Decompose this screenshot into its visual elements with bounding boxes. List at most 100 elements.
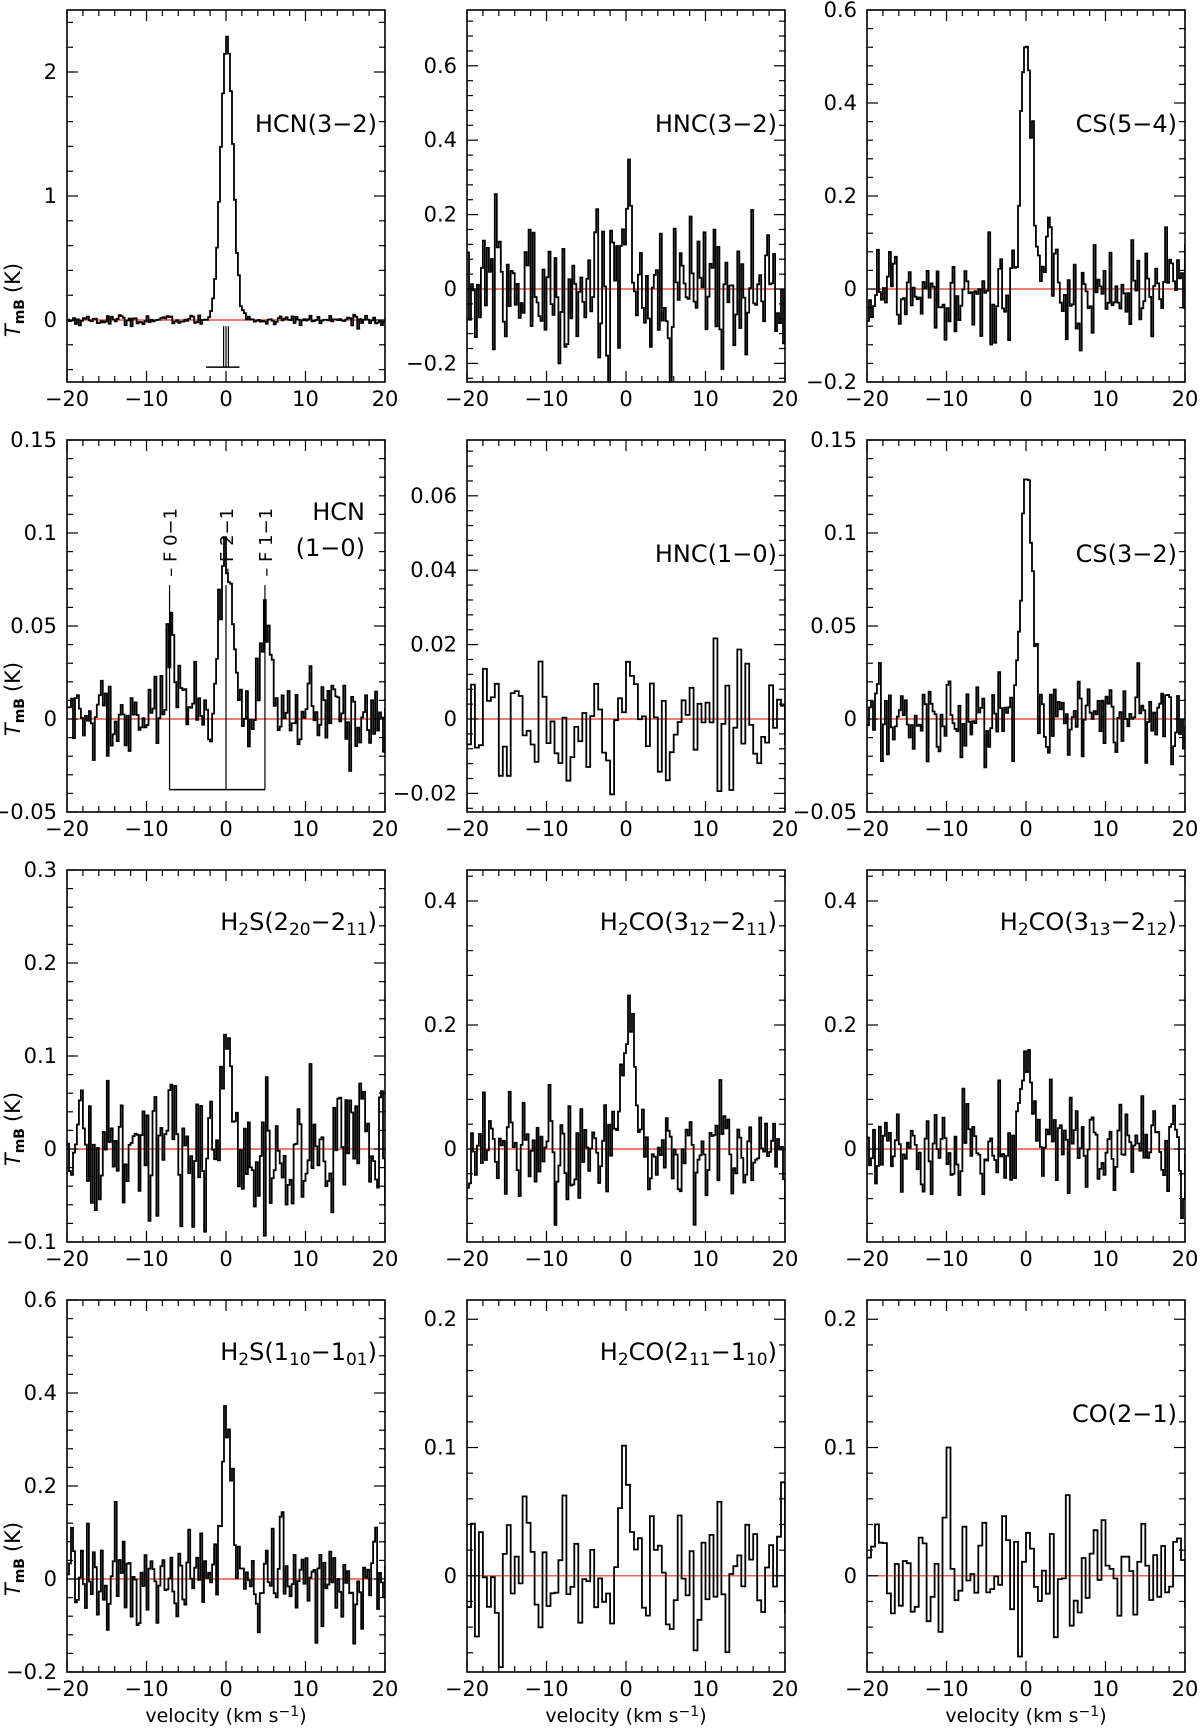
x-tick-label: 10	[692, 1247, 719, 1271]
line-label: H2CO(312−211)	[600, 908, 777, 940]
x-tick-label: 10	[292, 1677, 319, 1701]
y-tick-label: 0	[844, 1564, 857, 1588]
y-axis-label: TmB(K)	[1, 1522, 28, 1596]
y-tick-label: 0	[44, 707, 57, 731]
x-axis-label: velocity (km s−1)	[145, 1704, 306, 1727]
y-tick-label: 0	[44, 1567, 57, 1591]
y-tick-label: 0.2	[424, 203, 457, 227]
y-tick-label: 0	[844, 707, 857, 731]
y-tick-label: −0.1	[6, 1230, 57, 1254]
x-tick-label: 0	[219, 817, 232, 841]
y-tick-label: 0.4	[824, 889, 857, 913]
x-tick-label: −10	[124, 1677, 168, 1701]
y-tick-label: 0	[44, 308, 57, 332]
x-tick-label: −20	[845, 1677, 889, 1701]
x-tick-label: 0	[1019, 817, 1032, 841]
x-axis-label: velocity (km s−1)	[545, 1704, 706, 1727]
y-tick-label: 0.06	[410, 484, 457, 508]
spectrum-line	[867, 1446, 1185, 1658]
y-tick-label: 0.6	[24, 1288, 57, 1312]
x-tick-label: 0	[619, 817, 632, 841]
y-tick-label: 0	[844, 1137, 857, 1161]
spectrum-panel: −20 −10 0 10 20 −0.2 0 0.2 0.4 0.6 HNC(3−2)	[406, 9, 799, 411]
x-tick-label: 10	[1092, 1247, 1119, 1271]
spectrum-line	[67, 536, 385, 772]
x-tick-label: 10	[292, 1247, 319, 1271]
spectrum-panel: – F 0−1 – F 2−1 – F 1−1 −20 −10 0 10 20 −0.05 0 0.…	[0, 428, 398, 841]
x-tick-label: −20	[45, 817, 89, 841]
hyperfine-label: – F 1−1	[256, 508, 277, 577]
x-tick-label: 20	[372, 1677, 399, 1701]
x-tick-label: 0	[1019, 1677, 1032, 1701]
spectrum-line	[467, 994, 785, 1226]
x-tick-label: 20	[1172, 817, 1199, 841]
y-tick-label: 0.1	[24, 521, 57, 545]
spectrum-panel: −20 −10 0 10 20 −0.05 0 0.05 0.1 0.15 CS(3−2)	[793, 428, 1199, 841]
y-axis-label: TmB(K)	[1, 263, 28, 337]
x-tick-label: −20	[845, 387, 889, 411]
x-tick-label: −10	[924, 1247, 968, 1271]
spectrum-panel: −20 −10 0 10 20 −0.1 0 0.1 0.2 0.3 H2S(220−211) TmB…	[1, 858, 398, 1271]
x-tick-label: 10	[692, 817, 719, 841]
spectrum-line	[467, 1444, 785, 1668]
x-tick-label: 10	[692, 1677, 719, 1701]
hyperfine-label: – F 0−1	[161, 508, 182, 577]
y-tick-label: 2	[44, 60, 57, 84]
line-label: H2S(110−101)	[220, 1338, 377, 1370]
x-tick-label: 0	[1019, 387, 1032, 411]
x-tick-label: −20	[445, 1677, 489, 1701]
spectrum-line	[67, 1033, 385, 1237]
x-tick-label: −10	[524, 1677, 568, 1701]
x-tick-label: −20	[845, 1247, 889, 1271]
line-label: H2CO(313−212)	[1000, 908, 1177, 940]
y-tick-label: 0.4	[824, 91, 857, 115]
x-tick-label: 0	[219, 387, 232, 411]
spectrum-line	[467, 158, 785, 382]
spectrum-panel: −20 −10 0 10 20 −0.2 0 0.2 0.4 0.6 H2S(110−101) TmB…	[1, 1288, 398, 1727]
x-tick-label: −10	[124, 1247, 168, 1271]
y-tick-label: 0.2	[824, 1307, 857, 1331]
y-tick-label: 0.1	[824, 1436, 857, 1460]
x-tick-label: −20	[445, 817, 489, 841]
y-tick-label: 0.2	[24, 1474, 57, 1498]
y-tick-label: −0.2	[806, 370, 857, 394]
line-label: (1−0)	[296, 534, 365, 562]
y-tick-label: 0.05	[810, 614, 857, 638]
plot-frame	[466, 9, 786, 383]
x-tick-label: 20	[772, 387, 799, 411]
y-tick-label: 0	[444, 277, 457, 301]
y-tick-label: 0.1	[424, 1436, 457, 1460]
x-tick-label: 0	[619, 1677, 632, 1701]
hyperfine-label: – F 2−1	[217, 508, 238, 577]
y-tick-label: 0.4	[424, 128, 457, 152]
spectrum-line	[867, 478, 1185, 769]
x-tick-label: −10	[924, 817, 968, 841]
x-tick-label: 10	[1092, 1677, 1119, 1701]
y-tick-label: 0.1	[24, 1044, 57, 1068]
x-tick-label: 10	[292, 817, 319, 841]
x-tick-label: 20	[372, 387, 399, 411]
x-tick-label: 10	[1092, 387, 1119, 411]
spectrum-panel: −20 −10 0 10 20 0 0.2 0.4 H2CO(312−211)	[424, 869, 798, 1271]
y-tick-label: 0	[44, 1137, 57, 1161]
y-tick-label: 0	[844, 277, 857, 301]
y-tick-label: 0.2	[424, 1013, 457, 1037]
y-tick-label: 0.2	[24, 951, 57, 975]
x-tick-label: 0	[1019, 1247, 1032, 1271]
x-tick-label: −10	[924, 1677, 968, 1701]
spectrum-panel: −20 −10 0 10 20 −0.02 0 0.02 0.04 0.06 HNC(1−0)	[393, 439, 798, 841]
y-tick-label: 0.6	[824, 0, 857, 22]
y-tick-label: 0.6	[424, 54, 457, 78]
y-tick-label: −0.02	[393, 781, 457, 805]
y-tick-label: −0.05	[793, 800, 857, 824]
x-tick-label: 10	[692, 387, 719, 411]
y-tick-label: 0.3	[24, 858, 57, 882]
line-label: HNC(3−2)	[655, 110, 777, 138]
y-tick-label: 0.2	[824, 184, 857, 208]
y-tick-label: 0.15	[810, 428, 857, 452]
spectrum-panel: −20 −10 0 10 20 0 0.1 0.2 H2CO(211−110) velocity …	[424, 1299, 798, 1727]
plot-frame	[866, 1299, 1186, 1673]
x-tick-label: −10	[524, 387, 568, 411]
x-tick-label: −10	[124, 817, 168, 841]
y-tick-label: 0.4	[424, 889, 457, 913]
